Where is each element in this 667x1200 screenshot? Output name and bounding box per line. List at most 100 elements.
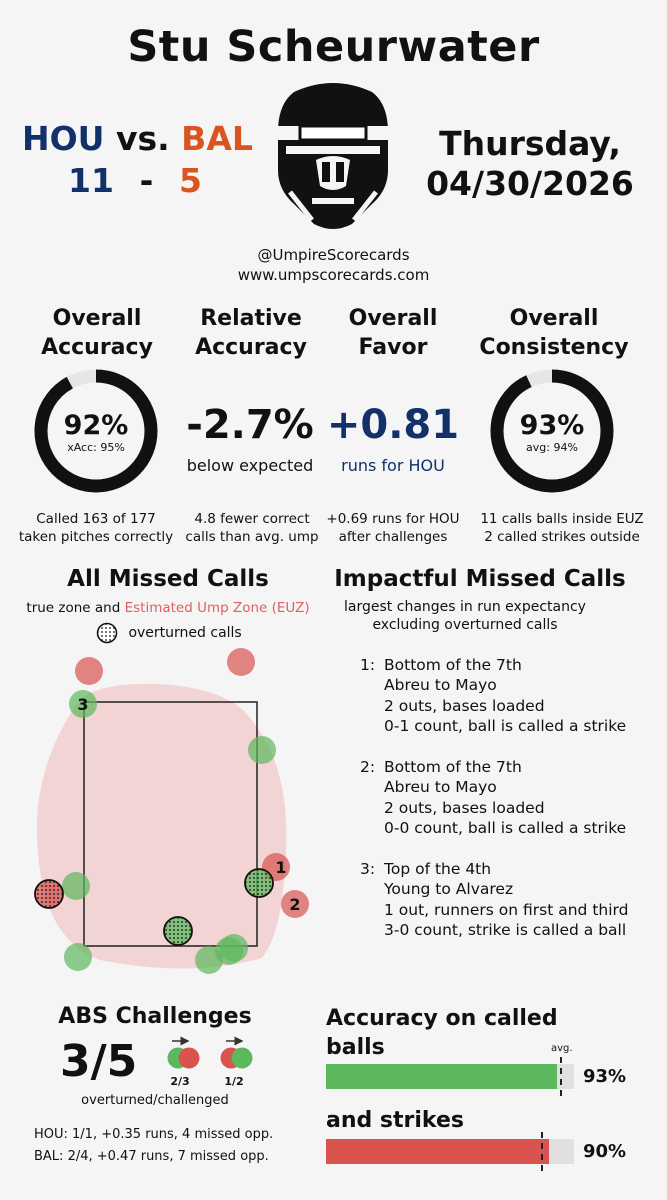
favor-title-2: Favor [358, 335, 428, 360]
away-team: HOU [22, 119, 105, 158]
relative-sub: below expected [186, 456, 314, 475]
umpire-mask-icon [278, 83, 388, 229]
called-accuracy-title: Accuracy on called balls [326, 1004, 558, 1062]
impactful-subtitle-1: largest changes in run expectancy [344, 599, 586, 615]
favor-note-1: +0.69 runs for HOU [326, 511, 460, 527]
accuracy-note-1: Called 163 of 177 [36, 511, 156, 527]
subtitle-euz: Estimated Ump Zone (EUZ) [124, 600, 310, 616]
strikes-avg-marker [541, 1132, 543, 1171]
favor-header: Overall Favor [322, 304, 464, 362]
strikes-value: 90% [583, 1141, 627, 1162]
abs-value: 3/5 [60, 1036, 138, 1087]
overturned-dot-icon [96, 622, 118, 644]
balls-avg-marker [560, 1057, 562, 1096]
consistency-note: 11 calls balls inside EUZ 2 called strik… [462, 510, 662, 546]
strikes-bar-fill [326, 1139, 550, 1164]
strikes-label: and strikes [326, 1108, 464, 1133]
balls-label: balls [326, 1035, 385, 1060]
missed-call-label-3: 3 [77, 695, 88, 714]
missed-strike-marker [220, 934, 248, 962]
relative-note: 4.8 fewer correct calls than avg. ump [172, 510, 332, 546]
balls-value: 93% [583, 1066, 627, 1087]
impactful-situation-1: 2 outs, bases loaded [384, 696, 545, 715]
vs-label: vs. [115, 119, 170, 158]
consistency-ring-fill [490, 369, 614, 493]
favor-value: +0.81 [326, 402, 460, 448]
missed-strike-marker [62, 872, 90, 900]
hou-challenge-line: HOU: 1/1, +0.35 runs, 4 missed opp. [34, 1127, 274, 1142]
accuracy-header: Overall Accuracy [22, 304, 172, 362]
consistency-note-1: 11 calls balls inside EUZ [480, 511, 644, 527]
impactful-matchup-3: Young to Alvarez [384, 880, 514, 899]
accuracy-note: Called 163 of 177 taken pitches correctl… [10, 510, 182, 546]
relative-note-1: 4.8 fewer correct [194, 511, 310, 527]
missed-ball-marker [281, 890, 309, 918]
accuracy-note-2: taken pitches correctly [18, 529, 174, 545]
impactful-call-2: 0-0 count, ball is called a strike [384, 819, 627, 838]
consistency-note-2: 2 called strikes outside [484, 529, 640, 545]
relative-title-2: Accuracy [195, 335, 307, 360]
consistency-header: Overall Consistency [470, 304, 638, 362]
impactful-matchup-2: Abreu to Mayo [384, 778, 497, 797]
score-dash: - [139, 161, 154, 200]
missed-ball-marker [227, 648, 255, 676]
umpire-name: Stu Scheurwater [127, 22, 540, 72]
accuracy-value: 92% [63, 410, 129, 441]
consistency-avg: avg: 94% [526, 441, 578, 454]
website-link[interactable]: www.umpscorecards.com [237, 266, 430, 284]
challenge-ratio-left: 2/3 [170, 1075, 190, 1088]
impactful-num-1: 1: [360, 656, 376, 674]
accuracy-value-block: 92% xAcc: 95% [34, 410, 158, 454]
consistency-title-1: Overall [509, 306, 599, 331]
missed-call-markers [62, 648, 309, 974]
accuracy-xacc: xAcc: 95% [67, 441, 125, 454]
impactful-inning-2: Bottom of the 7th [384, 758, 522, 776]
challenge-icons [167, 1036, 253, 1069]
impactful-situation-2: 2 outs, bases loaded [384, 798, 545, 817]
date-value: 04/30/2026 [426, 164, 634, 203]
impactful-item-3: 3: Top of the 4th Young to Alvarez 1 out… [360, 859, 660, 941]
accuracy-title-2: Accuracy [41, 335, 153, 360]
accuracy-ring [34, 369, 158, 493]
bal-challenge-line: BAL: 2/4, +0.47 runs, 7 missed opp. [34, 1149, 269, 1164]
consistency-ring [490, 369, 614, 493]
favor-sub: runs for HOU [341, 456, 445, 475]
twitter-handle[interactable]: @UmpireScorecards [257, 246, 410, 264]
impactful-inning-3: Top of the 4th [384, 860, 492, 878]
impactful-situation-3: 1 out, runners on first and third [384, 900, 629, 919]
impactful-subtitle: largest changes in run expectancy exclud… [315, 598, 615, 634]
strikes-bar-track [326, 1139, 574, 1164]
missed-ball-marker [75, 657, 103, 685]
balls-bar-track [326, 1064, 574, 1089]
relative-value: -2.7% [186, 402, 314, 448]
missed-calls-title: All Missed Calls [67, 566, 269, 592]
impactful-num-2: 2: [360, 758, 376, 776]
overturned-legend: overturned calls [96, 622, 242, 644]
challenge-ratio-right: 1/2 [224, 1075, 244, 1088]
missed-call-label-2: 2 [289, 895, 300, 914]
impactful-item-2: 2: Bottom of the 7th Abreu to Mayo 2 out… [360, 757, 660, 839]
team-challenge-lines: HOU: 1/1, +0.35 runs, 4 missed opp. BAL:… [34, 1124, 273, 1168]
missed-call-label-1: 1 [275, 858, 286, 877]
missed-strike-marker [248, 736, 276, 764]
called-accuracy-title-text: Accuracy on called [326, 1006, 558, 1031]
abs-caption: overturned/challenged [81, 1093, 229, 1108]
overturned-legend-label: overturned calls [128, 625, 242, 641]
relative-title-1: Relative [200, 306, 302, 331]
avg-label: avg. [551, 1043, 573, 1054]
accuracy-title-1: Overall [52, 306, 142, 331]
relative-note-2: calls than avg. ump [185, 529, 319, 545]
strike-zone [83, 701, 258, 947]
impactful-title: Impactful Missed Calls [334, 566, 626, 592]
impactful-call-3: 3-0 count, strike is called a ball [384, 921, 627, 940]
impactful-num-3: 3: [360, 860, 376, 878]
impactful-subtitle-2: excluding overturned calls [372, 617, 558, 633]
balls-bar-fill [326, 1064, 557, 1089]
swap-green-red-icon [167, 1036, 200, 1069]
subtitle-true-zone: true zone and [26, 600, 125, 616]
impactful-call-1: 0-1 count, ball is called a strike [384, 717, 627, 736]
missed-calls-subtitle: true zone and Estimated Ump Zone (EUZ) [8, 600, 328, 616]
game-date: Thursday, 04/30/2026 [400, 124, 660, 204]
impactful-matchup-1: Abreu to Mayo [384, 676, 497, 695]
away-score: 11 [68, 161, 114, 200]
